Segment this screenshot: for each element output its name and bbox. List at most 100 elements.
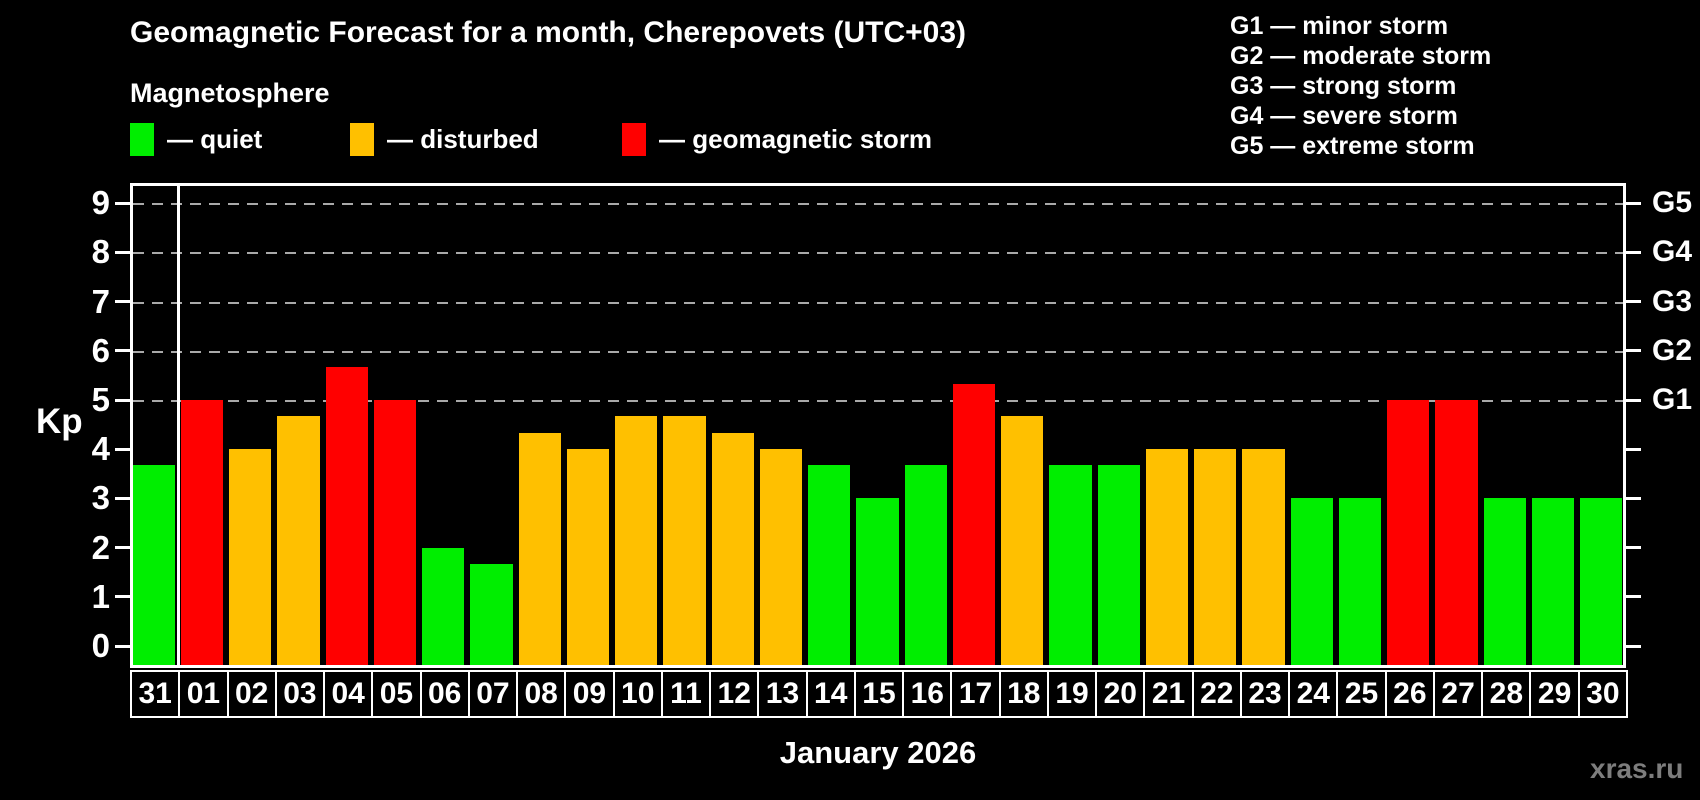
y-tick-right-2 — [1626, 546, 1641, 550]
gridline-kp8 — [133, 252, 1623, 255]
bar-day-21 — [1145, 449, 1189, 665]
y-tick-left-5 — [115, 398, 130, 402]
y-tick-left-8 — [115, 250, 130, 254]
bar-day-18 — [1001, 416, 1044, 665]
day-label-29: 29 — [1529, 670, 1580, 718]
gridline-kp6 — [133, 350, 1623, 353]
day-label-31: 31 — [130, 670, 181, 718]
bar-day-10 — [615, 416, 658, 665]
bar-day-23 — [1242, 449, 1285, 665]
day-label-25: 25 — [1336, 670, 1387, 718]
bar-day-17 — [952, 383, 996, 665]
bar-day-15 — [856, 498, 899, 665]
bar-day-22 — [1194, 449, 1237, 665]
y-tick-left-4 — [115, 447, 130, 451]
y-axis-label: Kp — [36, 402, 83, 441]
y-tick-right-9 — [1626, 201, 1641, 205]
gridline-kp5 — [133, 400, 1623, 402]
y-tick-label-4: 4 — [91, 430, 110, 468]
day-label-16: 16 — [902, 670, 953, 718]
day-label-17: 17 — [950, 670, 1001, 718]
y-tick-right-7 — [1626, 300, 1641, 304]
bar-day-04 — [325, 367, 368, 665]
bar-day-31 — [132, 465, 175, 665]
y-tick-left-3 — [115, 496, 130, 500]
y-tick-label-0: 0 — [91, 627, 110, 664]
gridline-kp9 — [133, 203, 1623, 206]
y-tick-right-4 — [1626, 447, 1641, 451]
legend-label-disturbed: — disturbed — [387, 123, 539, 154]
storm-scale-line-1: G1 — minor storm — [1230, 12, 1449, 40]
bar-day-30 — [1580, 498, 1623, 665]
day-label-30: 30 — [1577, 670, 1628, 718]
bar-day-26 — [1387, 400, 1430, 665]
bar-day-05 — [373, 400, 417, 665]
right-axis-label-G3: G3 — [1652, 284, 1693, 318]
legend-label-storm: — geomagnetic storm — [659, 123, 933, 154]
day-label-24: 24 — [1288, 670, 1339, 718]
bar-day-06 — [422, 547, 465, 665]
bar-day-14 — [808, 465, 851, 665]
gridline-kp7 — [133, 301, 1623, 304]
day-label-14: 14 — [805, 670, 856, 718]
storm-scale-legend: G1 — minor storm G2 — moderate storm G3 — … — [1230, 11, 1491, 161]
legend-item-storm: — geomagnetic storm — [622, 122, 932, 156]
day-label-07: 07 — [467, 670, 519, 718]
day-label-01: 01 — [178, 670, 229, 718]
bar-day-13 — [759, 449, 803, 665]
bar-day-03 — [277, 416, 320, 665]
day-label-12: 12 — [709, 670, 760, 718]
day-label-18: 18 — [998, 670, 1049, 718]
day-label-09: 09 — [564, 670, 615, 718]
y-tick-left-0 — [115, 644, 130, 648]
y-tick-right-0 — [1626, 644, 1641, 648]
storm-scale-line-3: G3 — strong storm — [1230, 72, 1457, 100]
day-label-02: 02 — [226, 670, 277, 718]
bar-day-24 — [1290, 498, 1333, 665]
watermark: xras.ru — [1590, 753, 1684, 784]
month-separator — [176, 186, 180, 665]
storm-swatch — [622, 122, 646, 156]
bar-day-25 — [1338, 498, 1382, 665]
day-label-22: 22 — [1191, 670, 1242, 718]
y-tick-left-2 — [115, 546, 130, 550]
storm-scale-line-2: G2 — moderate storm — [1230, 42, 1492, 70]
day-label-28: 28 — [1481, 670, 1532, 718]
y-tick-label-3: 3 — [91, 479, 110, 517]
bar-day-01 — [180, 400, 223, 665]
day-label-19: 19 — [1046, 670, 1098, 718]
y-tick-left-9 — [115, 201, 130, 205]
y-tick-left-7 — [115, 300, 130, 304]
quiet-swatch — [130, 122, 154, 156]
y-tick-left-1 — [115, 595, 130, 599]
storm-scale-line-5: G5 — extreme storm — [1230, 132, 1475, 160]
x-axis-day-labels: 31 01 02 03 04 05 06 07 08 09 10 11 12 13 14 15 16 17 18 19… — [130, 670, 1630, 718]
day-label-08: 08 — [516, 670, 567, 718]
y-tick-right-8 — [1626, 250, 1641, 254]
chart-title: Geomagnetic Forecast for a month, Cherep… — [130, 16, 967, 49]
bar-day-08 — [518, 432, 561, 665]
bar-day-02 — [229, 449, 272, 665]
day-label-05: 05 — [371, 670, 422, 718]
day-label-27: 27 — [1432, 670, 1484, 718]
day-label-10: 10 — [612, 670, 663, 718]
y-tick-label-1: 1 — [91, 577, 110, 615]
bar-day-16 — [904, 465, 947, 665]
day-label-03: 03 — [274, 670, 326, 718]
bar-day-11 — [663, 416, 706, 665]
bar-day-20 — [1097, 465, 1140, 665]
day-label-21: 21 — [1143, 670, 1194, 718]
day-label-13: 13 — [757, 670, 808, 718]
day-label-15: 15 — [853, 670, 905, 718]
day-label-26: 26 — [1384, 670, 1435, 718]
chart-subtitle: Magnetosphere — [130, 78, 330, 108]
y-tick-label-8: 8 — [91, 233, 110, 271]
bar-day-19 — [1049, 465, 1092, 665]
bar-day-07 — [470, 563, 513, 665]
day-label-11: 11 — [660, 670, 712, 718]
bar-day-27 — [1435, 400, 1478, 665]
y-tick-right-6 — [1626, 349, 1641, 353]
y-tick-label-7: 7 — [91, 282, 110, 320]
y-tick-right-5 — [1626, 398, 1641, 402]
